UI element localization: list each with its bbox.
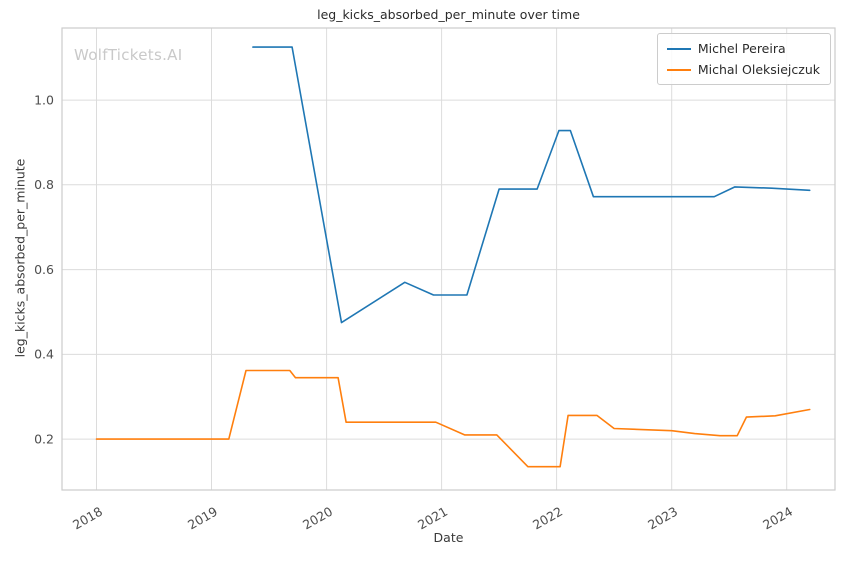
x-tick-label: 2023: [645, 504, 680, 533]
x-tick-label: 2021: [415, 504, 450, 533]
y-tick-label: 0.4: [34, 347, 54, 362]
legend-item-michal-oleksiejczuk: Michal Oleksiejczuk: [666, 62, 820, 77]
watermark: WolfTickets.AI: [74, 46, 183, 64]
y-tick-label: 0.8: [34, 177, 54, 192]
series-line: [95, 369, 811, 468]
legend-label: Michal Oleksiejczuk: [697, 62, 820, 77]
x-tick-label: 2022: [530, 504, 565, 533]
series-line: [252, 46, 811, 324]
legend-line-swatch-blue: [666, 47, 691, 50]
y-tick-label: 1.0: [34, 92, 54, 107]
x-tick-label: 2018: [70, 504, 105, 533]
plot-border: [61, 27, 836, 491]
legend-label: Michel Pereira: [697, 41, 786, 56]
x-tick-label: 2019: [185, 504, 220, 533]
y-tick-label: 0.2: [34, 431, 54, 446]
y-axis-label: leg_kicks_absorbed_per_minute: [12, 158, 28, 358]
x-axis-label: Date: [433, 530, 464, 545]
plot-area: [62, 28, 835, 490]
x-tick-label: 2020: [300, 504, 335, 533]
legend-line-swatch-orange: [666, 68, 691, 71]
x-tick-label: 2024: [760, 504, 795, 533]
legend: Michel Pereira Michal Oleksiejczuk: [656, 33, 831, 85]
chart-title: leg_kicks_absorbed_per_minute over time: [317, 7, 580, 22]
y-tick-label: 0.6: [34, 262, 54, 277]
legend-item-michel-pereira: Michel Pereira: [666, 41, 820, 56]
